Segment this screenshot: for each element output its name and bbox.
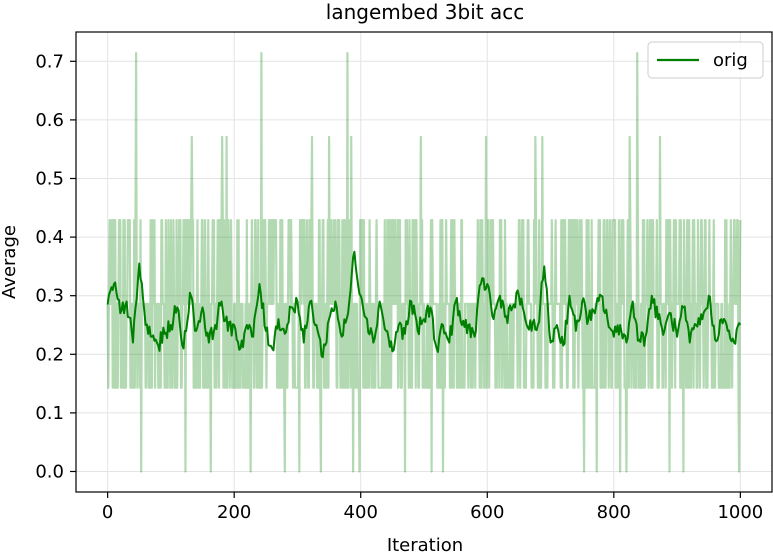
y-axis-label: Average <box>0 225 20 299</box>
y-tick-label: 0.1 <box>35 403 64 424</box>
x-tick-label: 0 <box>102 502 113 523</box>
x-tick-label: 800 <box>597 502 631 523</box>
legend: orig <box>647 41 764 79</box>
y-tick-label: 0.7 <box>35 51 64 72</box>
x-tick-label: 400 <box>344 502 378 523</box>
x-tick-label: 600 <box>470 502 504 523</box>
y-tick-label: 0.0 <box>35 461 64 482</box>
x-tick-label: 200 <box>217 502 251 523</box>
raw-series-line <box>106 51 742 473</box>
y-tick-label: 0.3 <box>35 286 64 307</box>
x-tick-label: 1000 <box>717 502 763 523</box>
y-tick-label: 0.4 <box>35 227 64 248</box>
plot-area-frame <box>75 31 773 493</box>
raw-series <box>106 51 742 473</box>
y-axis-ticks: 0.0 0.1 0.2 0.3 0.4 0.5 0.6 0.7 <box>35 51 76 482</box>
y-tick-label: 0.2 <box>35 344 64 365</box>
legend-box <box>647 41 764 79</box>
chart-title: langembed 3bit acc <box>326 0 524 24</box>
grid <box>76 32 772 492</box>
y-tick-label: 0.6 <box>35 110 64 131</box>
legend-label-orig: orig <box>713 50 748 71</box>
y-tick-label: 0.5 <box>35 168 64 189</box>
x-axis-ticks: 0 200 400 600 800 1000 <box>102 492 763 523</box>
x-axis-label: Iteration <box>387 535 463 556</box>
series-layer <box>106 250 742 359</box>
series-line-orig <box>106 250 742 359</box>
